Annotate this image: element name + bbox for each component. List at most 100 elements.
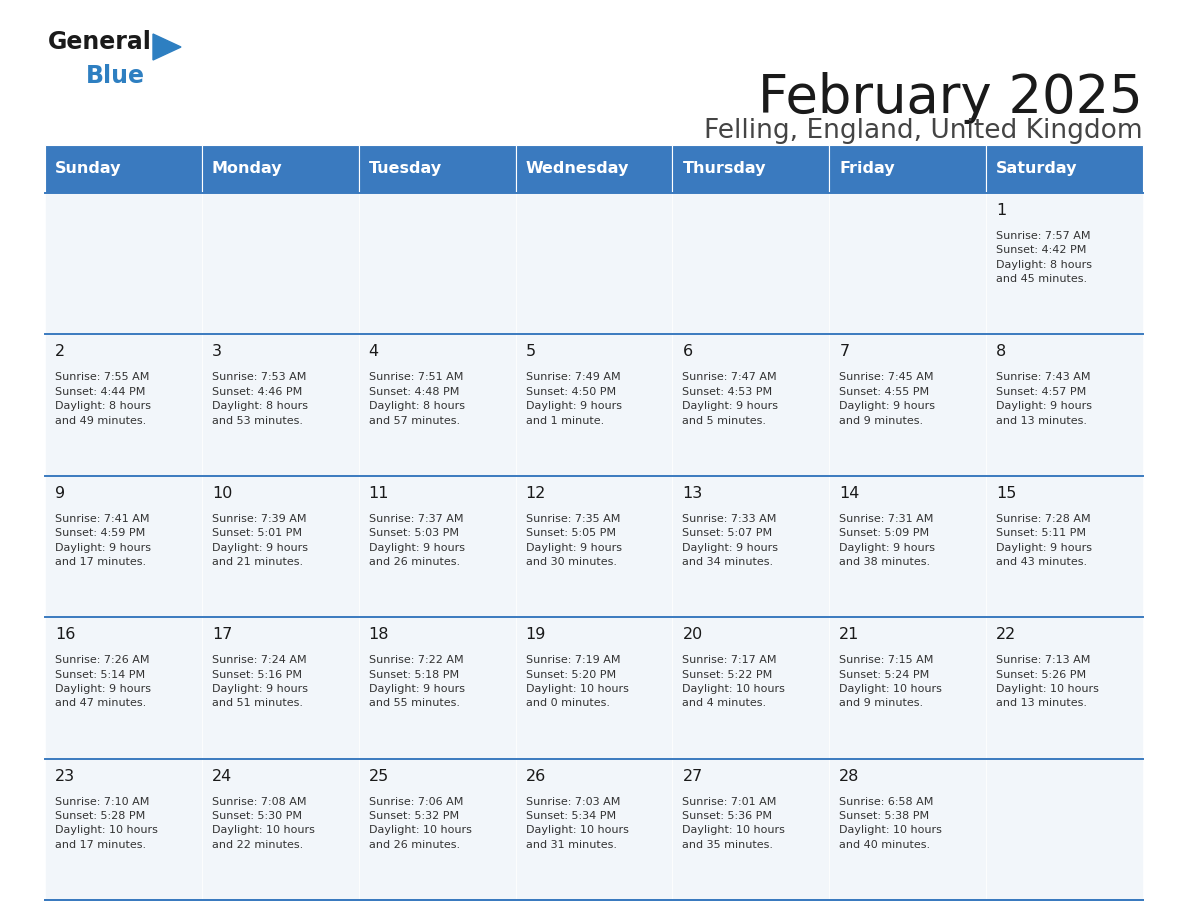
Text: Sunrise: 7:55 AM
Sunset: 4:44 PM
Daylight: 8 hours
and 49 minutes.: Sunrise: 7:55 AM Sunset: 4:44 PM Dayligh…	[55, 373, 151, 426]
Text: 4: 4	[368, 344, 379, 360]
Text: 21: 21	[839, 627, 860, 643]
Text: 15: 15	[997, 486, 1017, 501]
Text: Monday: Monday	[211, 162, 283, 176]
Text: 19: 19	[525, 627, 546, 643]
Bar	[986, 193, 1143, 334]
Text: 8: 8	[997, 344, 1006, 360]
Bar	[829, 617, 986, 758]
Bar	[45, 476, 202, 617]
Text: Sunrise: 7:26 AM
Sunset: 5:14 PM
Daylight: 9 hours
and 47 minutes.: Sunrise: 7:26 AM Sunset: 5:14 PM Dayligh…	[55, 655, 151, 709]
Text: Sunrise: 7:41 AM
Sunset: 4:59 PM
Daylight: 9 hours
and 17 minutes.: Sunrise: 7:41 AM Sunset: 4:59 PM Dayligh…	[55, 514, 151, 567]
Bar	[672, 617, 829, 758]
Bar	[202, 145, 359, 193]
Text: Sunrise: 7:19 AM
Sunset: 5:20 PM
Daylight: 10 hours
and 0 minutes.: Sunrise: 7:19 AM Sunset: 5:20 PM Dayligh…	[525, 655, 628, 709]
Bar	[516, 334, 672, 476]
Text: Sunrise: 7:28 AM
Sunset: 5:11 PM
Daylight: 9 hours
and 43 minutes.: Sunrise: 7:28 AM Sunset: 5:11 PM Dayligh…	[997, 514, 1092, 567]
Bar	[359, 145, 516, 193]
Bar	[516, 758, 672, 900]
Text: 2: 2	[55, 344, 65, 360]
Text: 20: 20	[682, 627, 702, 643]
Bar	[359, 193, 516, 334]
Bar	[202, 758, 359, 900]
Text: 23: 23	[55, 768, 75, 784]
Bar	[202, 193, 359, 334]
Polygon shape	[153, 34, 181, 60]
Bar	[829, 334, 986, 476]
Text: Wednesday: Wednesday	[525, 162, 628, 176]
Bar	[516, 476, 672, 617]
Bar	[359, 617, 516, 758]
Bar	[359, 758, 516, 900]
Text: 6: 6	[682, 344, 693, 360]
Bar	[986, 617, 1143, 758]
Text: Sunrise: 7:17 AM
Sunset: 5:22 PM
Daylight: 10 hours
and 4 minutes.: Sunrise: 7:17 AM Sunset: 5:22 PM Dayligh…	[682, 655, 785, 709]
Text: 16: 16	[55, 627, 75, 643]
Bar	[829, 476, 986, 617]
Text: Sunrise: 7:08 AM
Sunset: 5:30 PM
Daylight: 10 hours
and 22 minutes.: Sunrise: 7:08 AM Sunset: 5:30 PM Dayligh…	[211, 797, 315, 850]
Text: Friday: Friday	[839, 162, 895, 176]
Bar	[829, 758, 986, 900]
Text: Sunrise: 7:24 AM
Sunset: 5:16 PM
Daylight: 9 hours
and 51 minutes.: Sunrise: 7:24 AM Sunset: 5:16 PM Dayligh…	[211, 655, 308, 709]
Text: Sunrise: 7:35 AM
Sunset: 5:05 PM
Daylight: 9 hours
and 30 minutes.: Sunrise: 7:35 AM Sunset: 5:05 PM Dayligh…	[525, 514, 621, 567]
Text: Sunrise: 7:15 AM
Sunset: 5:24 PM
Daylight: 10 hours
and 9 minutes.: Sunrise: 7:15 AM Sunset: 5:24 PM Dayligh…	[839, 655, 942, 709]
Bar	[986, 334, 1143, 476]
Text: Blue: Blue	[86, 64, 145, 88]
Text: Sunrise: 7:47 AM
Sunset: 4:53 PM
Daylight: 9 hours
and 5 minutes.: Sunrise: 7:47 AM Sunset: 4:53 PM Dayligh…	[682, 373, 778, 426]
Text: Saturday: Saturday	[997, 162, 1078, 176]
Bar	[45, 193, 202, 334]
Bar	[202, 476, 359, 617]
Text: Sunrise: 7:57 AM
Sunset: 4:42 PM
Daylight: 8 hours
and 45 minutes.: Sunrise: 7:57 AM Sunset: 4:42 PM Dayligh…	[997, 231, 1092, 285]
Text: Sunrise: 7:37 AM
Sunset: 5:03 PM
Daylight: 9 hours
and 26 minutes.: Sunrise: 7:37 AM Sunset: 5:03 PM Dayligh…	[368, 514, 465, 567]
Bar	[672, 334, 829, 476]
Bar	[359, 334, 516, 476]
Text: February 2025: February 2025	[758, 72, 1143, 124]
Text: Sunrise: 7:03 AM
Sunset: 5:34 PM
Daylight: 10 hours
and 31 minutes.: Sunrise: 7:03 AM Sunset: 5:34 PM Dayligh…	[525, 797, 628, 850]
Text: Sunrise: 7:06 AM
Sunset: 5:32 PM
Daylight: 10 hours
and 26 minutes.: Sunrise: 7:06 AM Sunset: 5:32 PM Dayligh…	[368, 797, 472, 850]
Text: Tuesday: Tuesday	[368, 162, 442, 176]
Bar	[516, 617, 672, 758]
Text: 13: 13	[682, 486, 702, 501]
Text: Sunrise: 7:53 AM
Sunset: 4:46 PM
Daylight: 8 hours
and 53 minutes.: Sunrise: 7:53 AM Sunset: 4:46 PM Dayligh…	[211, 373, 308, 426]
Bar	[672, 193, 829, 334]
Text: Sunrise: 7:39 AM
Sunset: 5:01 PM
Daylight: 9 hours
and 21 minutes.: Sunrise: 7:39 AM Sunset: 5:01 PM Dayligh…	[211, 514, 308, 567]
Bar	[516, 145, 672, 193]
Text: 28: 28	[839, 768, 860, 784]
Text: Sunrise: 7:01 AM
Sunset: 5:36 PM
Daylight: 10 hours
and 35 minutes.: Sunrise: 7:01 AM Sunset: 5:36 PM Dayligh…	[682, 797, 785, 850]
Text: General: General	[48, 30, 152, 54]
Text: Sunrise: 7:33 AM
Sunset: 5:07 PM
Daylight: 9 hours
and 34 minutes.: Sunrise: 7:33 AM Sunset: 5:07 PM Dayligh…	[682, 514, 778, 567]
Text: 3: 3	[211, 344, 222, 360]
Text: Sunrise: 7:49 AM
Sunset: 4:50 PM
Daylight: 9 hours
and 1 minute.: Sunrise: 7:49 AM Sunset: 4:50 PM Dayligh…	[525, 373, 621, 426]
Text: 7: 7	[839, 344, 849, 360]
Text: 14: 14	[839, 486, 860, 501]
Bar	[986, 758, 1143, 900]
Text: Sunrise: 7:43 AM
Sunset: 4:57 PM
Daylight: 9 hours
and 13 minutes.: Sunrise: 7:43 AM Sunset: 4:57 PM Dayligh…	[997, 373, 1092, 426]
Text: 27: 27	[682, 768, 702, 784]
Bar	[672, 476, 829, 617]
Text: Felling, England, United Kingdom: Felling, England, United Kingdom	[704, 118, 1143, 144]
Text: 24: 24	[211, 768, 232, 784]
Bar	[672, 758, 829, 900]
Bar	[986, 145, 1143, 193]
Text: Sunrise: 6:58 AM
Sunset: 5:38 PM
Daylight: 10 hours
and 40 minutes.: Sunrise: 6:58 AM Sunset: 5:38 PM Dayligh…	[839, 797, 942, 850]
Bar	[45, 758, 202, 900]
Bar	[829, 145, 986, 193]
Bar	[672, 145, 829, 193]
Text: 11: 11	[368, 486, 390, 501]
Text: 25: 25	[368, 768, 388, 784]
Bar	[45, 145, 202, 193]
Bar	[202, 617, 359, 758]
Bar	[202, 334, 359, 476]
Text: Sunday: Sunday	[55, 162, 121, 176]
Text: Sunrise: 7:22 AM
Sunset: 5:18 PM
Daylight: 9 hours
and 55 minutes.: Sunrise: 7:22 AM Sunset: 5:18 PM Dayligh…	[368, 655, 465, 709]
Text: Thursday: Thursday	[682, 162, 766, 176]
Text: 1: 1	[997, 203, 1006, 218]
Text: 5: 5	[525, 344, 536, 360]
Bar	[359, 476, 516, 617]
Text: 10: 10	[211, 486, 232, 501]
Text: 22: 22	[997, 627, 1017, 643]
Bar	[829, 193, 986, 334]
Text: 17: 17	[211, 627, 232, 643]
Text: 26: 26	[525, 768, 545, 784]
Text: Sunrise: 7:31 AM
Sunset: 5:09 PM
Daylight: 9 hours
and 38 minutes.: Sunrise: 7:31 AM Sunset: 5:09 PM Dayligh…	[839, 514, 935, 567]
Text: Sunrise: 7:13 AM
Sunset: 5:26 PM
Daylight: 10 hours
and 13 minutes.: Sunrise: 7:13 AM Sunset: 5:26 PM Dayligh…	[997, 655, 1099, 709]
